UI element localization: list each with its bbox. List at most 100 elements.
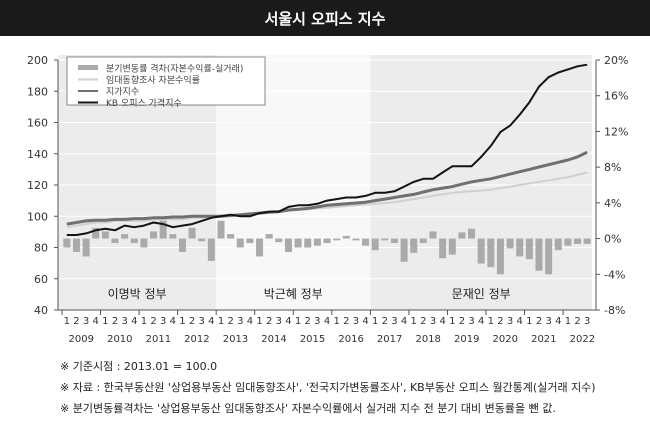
quarter-label: 4 [208, 316, 214, 327]
quarter-label: 4 [439, 316, 445, 327]
gap-bar [198, 238, 206, 242]
quarter-label: 1 [526, 316, 532, 327]
year-label: 2016 [338, 334, 363, 345]
gap-bar [150, 231, 158, 239]
line-land-price [66, 150, 588, 226]
gap-bar [448, 238, 456, 255]
gap-bar [72, 238, 80, 252]
quarter-label: 3 [314, 316, 320, 327]
notes: ※ 기준시점 : 2013.01 = 100.0 ※ 자료 : 한국부동산원 '… [60, 356, 596, 419]
gap-bar [545, 238, 553, 275]
quarter-label: 4 [555, 316, 561, 327]
gap-bar [362, 238, 370, 246]
gap-bar [564, 238, 572, 246]
gap-bar [63, 238, 71, 248]
left-tick-label: 160 [27, 117, 48, 130]
gap-bar [207, 238, 215, 261]
quarter-label: 2 [536, 316, 542, 327]
gap-bar [256, 238, 264, 257]
quarter-label: 1 [102, 316, 108, 327]
year-label: 2022 [570, 334, 595, 345]
year-label: 2010 [107, 334, 132, 345]
era-label: 문재인 정부 [452, 287, 511, 301]
gap-bar [92, 227, 100, 239]
gap-bar [236, 238, 244, 248]
gap-bar [381, 238, 389, 241]
gap-bar [439, 238, 447, 259]
gap-bar [304, 238, 312, 248]
gap-bar [246, 238, 254, 244]
left-tick-label: 140 [27, 148, 48, 161]
note-source: ※ 자료 : 한국부동산원 '상업용부동산 임대동향조사', '전국지가변동률조… [60, 381, 596, 394]
year-label: 2019 [454, 334, 479, 345]
chart-title: 서울시 오피스 지수 [0, 0, 650, 36]
gap-bar [188, 227, 196, 239]
quarter-label: 4 [247, 316, 253, 327]
quarter-label: 1 [64, 316, 70, 327]
quarter-label: 3 [160, 316, 166, 327]
year-label: 2015 [300, 334, 325, 345]
quarter-label: 2 [189, 316, 195, 327]
gap-bar [535, 238, 543, 271]
quarter-label: 4 [285, 316, 291, 327]
gap-bar [333, 238, 341, 241]
quarter-label: 3 [430, 316, 436, 327]
gap-bar [140, 238, 148, 248]
left-tick-label: 60 [34, 273, 48, 286]
left-tick-label: 40 [34, 304, 48, 317]
left-tick-label: 80 [34, 242, 48, 255]
quarter-label: 1 [295, 316, 301, 327]
gap-bar [574, 238, 582, 244]
era-band [370, 55, 592, 310]
gap-bar [477, 238, 485, 264]
left-tick-label: 180 [27, 85, 48, 98]
legend-label: 임대동향조사 자본수익률 [106, 74, 200, 86]
quarter-label: 3 [276, 316, 282, 327]
gap-bar [111, 238, 119, 244]
gap-bar [294, 238, 302, 248]
gap-bar [217, 220, 225, 239]
gap-bar [506, 238, 514, 249]
gap-bar [121, 234, 129, 239]
quarter-label: 1 [565, 316, 571, 327]
quarter-label: 2 [343, 316, 349, 327]
quarter-label: 2 [420, 316, 426, 327]
quarter-label: 3 [237, 316, 243, 327]
year-label: 2021 [531, 334, 556, 345]
quarter-label: 1 [179, 316, 185, 327]
quarter-label: 1 [333, 316, 339, 327]
gap-bar [458, 232, 466, 239]
year-label: 2020 [493, 334, 518, 345]
quarter-label: 2 [497, 316, 503, 327]
note-base: ※ 기준시점 : 2013.01 = 100.0 [60, 360, 218, 373]
year-label: 2017 [377, 334, 402, 345]
line-kb-office [66, 63, 588, 236]
year-label: 2018 [415, 334, 440, 345]
gap-bar [313, 238, 321, 246]
gap-bar [323, 238, 331, 244]
quarter-label: 2 [305, 316, 311, 327]
gap-bar [159, 220, 167, 239]
quarter-label: 3 [468, 316, 474, 327]
left-tick-label: 200 [27, 54, 48, 67]
quarter-label: 1 [488, 316, 494, 327]
gap-bar [130, 238, 138, 244]
gap-bar [410, 238, 418, 253]
gap-bar [468, 228, 476, 239]
gap-bar [275, 238, 283, 243]
legend-box [66, 56, 266, 106]
line-rent-survey [66, 171, 588, 229]
quarter-label: 3 [545, 316, 551, 327]
right-tick-label: 16% [604, 90, 628, 103]
right-tick-label: 8% [604, 161, 621, 174]
quarter-label: 1 [256, 316, 262, 327]
quarter-label: 3 [391, 316, 397, 327]
gap-bar [496, 238, 504, 275]
quarter-label: 2 [112, 316, 118, 327]
gap-bar [583, 238, 591, 244]
gap-bar [487, 238, 495, 268]
quarter-label: 2 [382, 316, 388, 327]
year-label: 2011 [146, 334, 171, 345]
quarter-label: 4 [170, 316, 176, 327]
